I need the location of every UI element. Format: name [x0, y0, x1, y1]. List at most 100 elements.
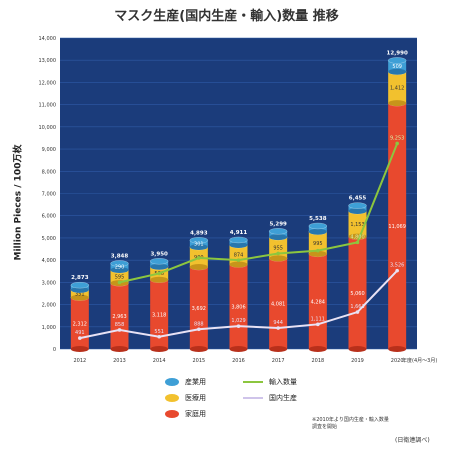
line-value-label-line_domestic: 551 — [154, 329, 164, 335]
y-tick-label: 4,000 — [42, 258, 56, 264]
bar-segment-base-medical — [348, 233, 367, 240]
y-tick-label: 14,000 — [39, 36, 57, 42]
bar-value-label-household: 3,118 — [152, 312, 166, 318]
bar-segment-base-household — [348, 346, 367, 352]
legend-label-medical: 医療用 — [185, 394, 206, 402]
bar-segment-base-industrial — [150, 263, 169, 270]
bar-segment-cap-industrial — [70, 281, 90, 289]
line-point-line_domestic — [197, 327, 201, 332]
bar-segment-industrial — [110, 263, 129, 270]
bar-segment-household — [110, 283, 129, 349]
bar-value-label-industrial: 301 — [194, 242, 204, 248]
footnote: ※2010年より国内生産・輸入数量調査を開始 — [312, 417, 389, 430]
bar-total-label: 6,455 — [349, 196, 367, 202]
bar-value-label-medical: 1,153 — [350, 222, 364, 228]
y-tick-label: 1,000 — [42, 325, 56, 331]
bar-total-label: 5,538 — [309, 216, 327, 222]
line-point-line_total — [276, 251, 280, 256]
line-value-label-line_domestic: 858 — [115, 322, 125, 328]
line-value-label-line_domestic: 888 — [194, 321, 204, 327]
bar-total-label: 4,893 — [190, 230, 208, 236]
bar-value-label-medical: 595 — [115, 275, 125, 281]
line-value-label-line_domestic: 1,029 — [231, 318, 245, 324]
bar-value-label-household: 3,692 — [192, 306, 206, 312]
y-tick-label: 2,000 — [42, 303, 56, 309]
bar-segment-base-household — [150, 346, 169, 352]
line-point-line_total — [355, 240, 360, 245]
bar-value-label-household: 4,081 — [271, 302, 285, 308]
bar-segment-cap-industrial — [308, 222, 328, 230]
y-tick-label: 3,000 — [42, 280, 56, 286]
line-value-label-line_domestic: 944 — [273, 320, 283, 326]
bar-value-label-medical: 995 — [313, 241, 323, 247]
bar-segment-base-industrial — [189, 243, 208, 250]
x-tick-label: 2016 — [232, 358, 245, 364]
x-tick-label: 2017 — [272, 358, 285, 364]
line-value-label-line_total: 4,800 — [350, 234, 364, 240]
bar-segment-household — [388, 103, 407, 349]
bar-segment-base-industrial — [308, 228, 327, 235]
legend-label-domestic: 国内生産 — [269, 394, 297, 402]
line-point-line_domestic — [355, 310, 360, 314]
bar-value-label-industrial: 509 — [392, 64, 402, 70]
bar-segment-medical — [110, 269, 129, 284]
bar-segment-base-household — [388, 346, 407, 352]
legend-swatch-medical — [165, 394, 179, 402]
bar-segment-base-household — [308, 346, 327, 352]
y-tick-label: 9,000 — [42, 147, 56, 153]
legend-item-import: 輸入数量 — [243, 377, 297, 387]
x-tick-label: 2015 — [192, 358, 205, 364]
x-tick-label: 2018 — [311, 358, 324, 364]
bar-segment-base-medical — [150, 276, 169, 283]
bar-total-label: 12,990 — [387, 50, 408, 56]
bar-value-label-household: 2,312 — [73, 321, 87, 327]
bar-segment-base-industrial — [348, 207, 367, 214]
line-point-line_domestic — [157, 334, 161, 339]
bar-segment-household — [348, 236, 367, 349]
bar-total-label: 2,873 — [71, 275, 89, 281]
bar-value-label-medical: 874 — [234, 253, 244, 259]
x-tick-label: 2020 — [391, 358, 404, 364]
legend-label-industrial: 産業用 — [185, 378, 206, 386]
line-value-label-line_total: 9,253 — [390, 135, 404, 141]
legend-label-household: 家庭用 — [185, 410, 206, 418]
bar-value-label-industrial: 290 — [115, 265, 125, 271]
bar-segment-cap-industrial — [348, 202, 367, 209]
line-value-label-line_domestic: 491 — [75, 330, 85, 336]
bar-value-label-medical: 955 — [273, 246, 283, 252]
legend-item-industrial: 産業用 — [165, 377, 206, 387]
bar-total-label: 5,299 — [269, 221, 287, 227]
bar-value-label-household: 4,284 — [311, 299, 325, 305]
bar-segment-base-medical — [308, 250, 327, 257]
y-tick-label: 8,000 — [42, 169, 56, 175]
legend-item-household: 家庭用 — [165, 409, 206, 419]
line-point-line_total — [117, 280, 122, 285]
legend-swatch-domestic — [243, 397, 263, 399]
bar-segment-base-industrial — [269, 234, 288, 241]
line-value-label-line_domestic: 3,526 — [390, 263, 404, 269]
line-point-line_domestic — [117, 328, 122, 332]
bar-segment-cap-industrial — [189, 237, 209, 244]
bar-segment-household — [269, 258, 288, 349]
line-point-line_total — [236, 258, 241, 262]
bar-segment-cap-industrial — [268, 228, 288, 235]
legend-swatch-household — [165, 410, 179, 418]
line-point-line_domestic — [395, 268, 399, 273]
x-tick-label: 2013 — [113, 358, 126, 364]
y-tick-label: 13,000 — [39, 58, 57, 64]
x-tick-label: 2014 — [153, 358, 166, 364]
bar-segment-cap-industrial — [229, 236, 248, 244]
bar-segment-medical — [308, 231, 327, 254]
bar-segment-industrial — [189, 240, 208, 247]
line-point-line_domestic — [316, 322, 320, 327]
bar-segment-base-industrial — [70, 286, 89, 293]
line-point-line_total — [395, 141, 399, 146]
line-line_total — [119, 143, 399, 284]
bar-segment-base-industrial — [229, 242, 248, 249]
line-value-label-line_domestic: 1,663 — [350, 304, 364, 310]
bar-value-label-household: 3,806 — [231, 305, 245, 311]
bar-segment-base-industrial — [388, 68, 407, 75]
y-tick-label: 6,000 — [42, 214, 56, 220]
bar-segment-base-medical — [70, 294, 89, 301]
